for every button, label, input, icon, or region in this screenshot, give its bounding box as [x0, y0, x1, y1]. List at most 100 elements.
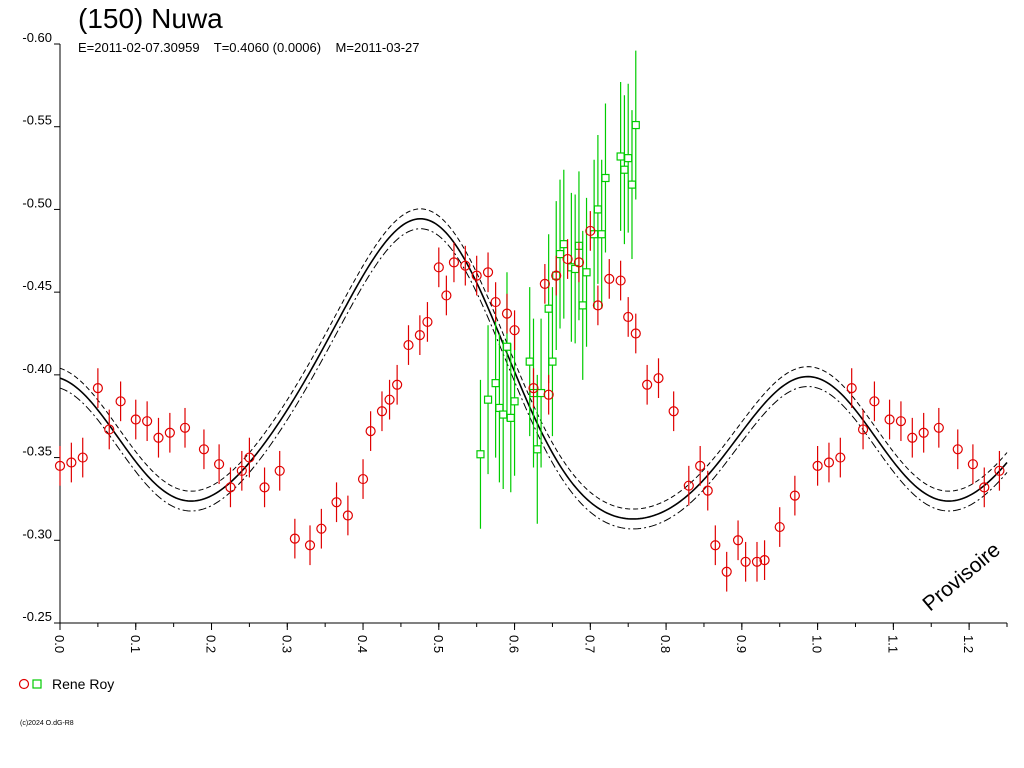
legend-label: Rene Roy [52, 676, 115, 692]
red-series [54, 211, 1005, 592]
square-marker [593, 205, 602, 214]
circle-marker [895, 416, 907, 427]
axes: -0.60 -0.55 -0.50 -0.45 -0.40 -0.35 -0.30 -0.25… [22, 30, 1008, 653]
circle-marker [433, 262, 444, 273]
circle-marker [259, 482, 270, 493]
circle-marker [92, 382, 103, 394]
red-data-point [543, 374, 554, 415]
circle-marker [198, 444, 210, 455]
red-data-point [592, 285, 603, 326]
square-marker [559, 240, 568, 249]
green-data-point [555, 179, 565, 329]
red-data-point [471, 255, 482, 296]
y-tick-label: -0.40 [22, 361, 52, 376]
red-data-point [907, 417, 918, 458]
red-data-point [615, 260, 626, 301]
red-data-point [710, 525, 721, 566]
red-data-point [751, 541, 763, 582]
x-tick-label: 1.2 [961, 635, 976, 653]
circle-marker [884, 414, 895, 425]
circle-marker [392, 379, 403, 390]
circle-marker [115, 396, 126, 407]
red-data-point [342, 495, 353, 536]
circle-marker [66, 457, 77, 468]
red-data-point [869, 381, 880, 422]
square-marker [601, 173, 610, 183]
red-data-point [448, 242, 460, 283]
red-data-point [857, 409, 869, 450]
green-data-point [597, 159, 606, 309]
legend-circle-icon [18, 678, 30, 690]
circle-marker [244, 452, 255, 463]
y-tick-label: -0.45 [22, 278, 52, 293]
square-marker [495, 403, 504, 413]
circle-marker [54, 460, 66, 471]
red-data-point [835, 437, 846, 478]
circle-marker [365, 426, 376, 437]
red-data-point [630, 313, 641, 354]
green-data-point [499, 340, 508, 490]
circle-marker [342, 510, 353, 521]
red-data-point [585, 211, 596, 251]
green-data-point [559, 169, 568, 319]
square-marker [510, 397, 519, 406]
x-tick-label: 0.0 [52, 635, 67, 653]
red-data-point [623, 297, 634, 337]
y-tick-label: -0.55 [22, 113, 52, 128]
circle-marker [994, 465, 1005, 476]
circle-marker [376, 406, 388, 417]
circle-marker [357, 473, 369, 485]
green-data-point [616, 82, 625, 231]
red-data-point [357, 459, 369, 499]
red-data-point [460, 245, 471, 286]
x-tick-label: 0.2 [204, 635, 219, 653]
square-marker [536, 388, 546, 398]
red-data-point [274, 450, 285, 491]
circle-marker [528, 382, 539, 394]
circle-marker [543, 389, 554, 400]
circle-marker [869, 396, 880, 407]
square-marker [525, 357, 534, 366]
red-data-point [509, 310, 520, 351]
square-marker [506, 413, 515, 422]
green-data-point [631, 50, 640, 200]
green-data-point [627, 110, 637, 260]
red-data-point [289, 518, 300, 559]
red-data-point [66, 442, 77, 483]
red-data-point [952, 429, 963, 470]
circle-marker [104, 424, 115, 435]
circle-marker [384, 394, 395, 405]
red-data-point [528, 368, 539, 408]
x-tick-label: 0.3 [279, 635, 294, 653]
red-data-point [316, 508, 327, 549]
red-data-point [92, 368, 103, 408]
red-data-point [562, 239, 573, 279]
circle-marker [933, 422, 944, 433]
x-tick-label: 0.8 [658, 635, 673, 653]
red-data-point [153, 417, 164, 458]
circle-marker [142, 416, 153, 427]
circle-marker [573, 257, 585, 268]
red-data-point [695, 445, 706, 486]
copyright: (c)2024 O.dG-R8 [20, 720, 74, 727]
square-marker [624, 154, 633, 163]
red-data-point [130, 399, 141, 440]
green-data-point [476, 379, 485, 529]
circle-marker [789, 490, 800, 501]
square-marker [582, 268, 591, 277]
circle-marker [979, 482, 990, 493]
red-data-point [142, 401, 153, 442]
circle-marker [164, 427, 175, 438]
circle-marker [702, 485, 713, 496]
circle-marker [539, 278, 550, 289]
circle-marker [585, 225, 596, 237]
green-data-point [495, 333, 504, 483]
circle-marker [857, 424, 869, 435]
square-marker [502, 342, 512, 351]
red-data-point [551, 255, 562, 296]
legend: Rene Roy [18, 676, 114, 692]
circle-marker [482, 267, 494, 278]
x-tick-label: 0.6 [507, 635, 522, 653]
circle-marker [653, 373, 664, 384]
